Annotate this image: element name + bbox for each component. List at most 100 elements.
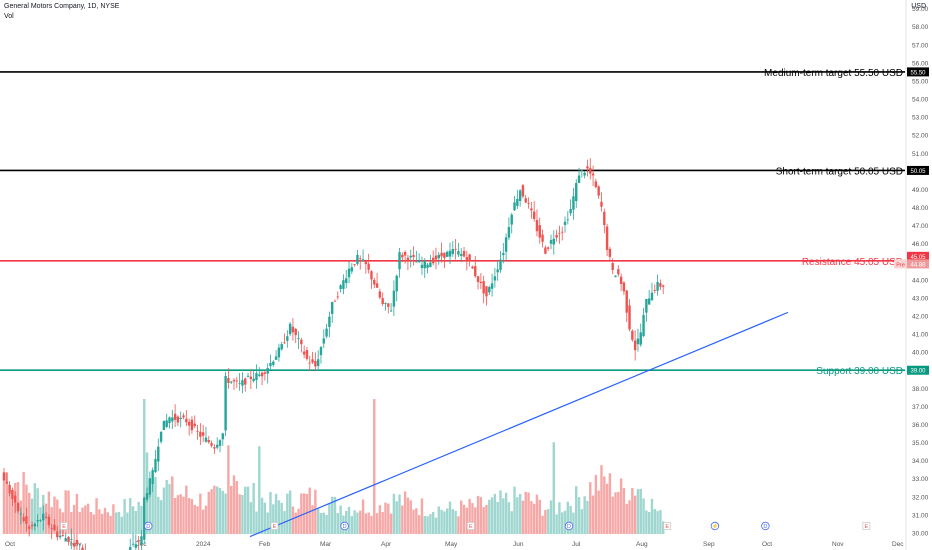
candle-body xyxy=(532,211,536,219)
volume-bar xyxy=(72,504,76,534)
volume-bar xyxy=(650,498,654,534)
volume-bar xyxy=(563,510,567,534)
volume-bar xyxy=(120,516,124,534)
candle-body xyxy=(392,290,396,307)
candle-body xyxy=(426,264,429,268)
volume-bar xyxy=(176,495,180,534)
candle-body xyxy=(614,275,617,278)
y-tick-label: 37.00 xyxy=(912,404,929,411)
candle-body xyxy=(330,302,334,314)
volume-bar xyxy=(95,498,98,534)
volume-bar xyxy=(381,512,384,534)
candle-body xyxy=(151,470,154,485)
volume-bar xyxy=(448,501,452,534)
volume-bar xyxy=(255,511,258,534)
volume-bar xyxy=(446,508,449,534)
candle-body xyxy=(255,373,258,381)
volume-bar xyxy=(36,488,39,534)
volume-bar xyxy=(168,483,171,534)
volume-bar xyxy=(566,501,570,534)
dividend-marker xyxy=(761,521,770,531)
volume-bar xyxy=(395,501,398,534)
y-tick-label: 43.00 xyxy=(912,295,929,302)
volume-bar xyxy=(213,485,216,534)
volume-bar xyxy=(524,491,527,534)
y-tick-label: 55.00 xyxy=(912,78,929,85)
candle-body xyxy=(81,547,84,550)
volume-bar xyxy=(580,509,584,534)
volume-bar xyxy=(294,512,297,534)
candle-body xyxy=(291,326,295,333)
volume-bar xyxy=(600,465,603,534)
volume-bar xyxy=(538,499,541,534)
volume-bar xyxy=(429,514,432,534)
candle-body xyxy=(589,168,592,174)
volume-bar xyxy=(549,500,553,534)
candle-body xyxy=(633,340,637,351)
candle-body xyxy=(454,249,457,250)
candle-body xyxy=(196,430,199,432)
volume-bar xyxy=(67,490,70,534)
target-label: Short-term target 50.05 USD xyxy=(776,166,903,177)
candle-body xyxy=(507,227,511,238)
x-tick-label: Aug xyxy=(636,541,648,548)
volume-bar xyxy=(100,513,104,534)
candle-body xyxy=(406,257,410,261)
volume-bar xyxy=(409,500,412,534)
volume-bar xyxy=(415,508,418,534)
currency-label: USD xyxy=(911,3,926,10)
volume-bar xyxy=(479,497,483,534)
candle-body xyxy=(513,202,516,211)
candle-body xyxy=(417,260,421,263)
volume-bar xyxy=(305,493,309,534)
x-tick-label: Dec xyxy=(892,541,904,548)
volume-bar xyxy=(266,512,269,534)
volume-bar xyxy=(656,511,659,534)
volume-bar xyxy=(488,499,491,534)
candle-body xyxy=(577,175,581,183)
candle-body xyxy=(546,247,550,249)
candle-body xyxy=(409,255,412,258)
candle-body xyxy=(274,356,278,360)
candle-body xyxy=(272,361,275,365)
volume-bar xyxy=(148,485,152,534)
volume-bar xyxy=(569,505,572,534)
volume-bar xyxy=(389,513,393,534)
target-price-tag xyxy=(907,67,929,77)
x-tick-label: 2024 xyxy=(196,541,211,548)
event-marker-label: E xyxy=(865,524,869,530)
candle-body xyxy=(656,282,659,291)
y-tick-label: 32.00 xyxy=(912,494,929,501)
candle-body xyxy=(187,421,191,426)
candle-body xyxy=(619,276,623,285)
candle-body xyxy=(131,543,135,545)
volume-bar xyxy=(454,510,457,534)
volume-bar xyxy=(521,500,525,534)
volume-bar xyxy=(502,498,505,534)
volume-bar xyxy=(471,503,474,534)
y-tick-label: 49.00 xyxy=(912,187,929,194)
volume-bar xyxy=(552,442,555,534)
volume-bar xyxy=(457,516,460,534)
candle-body xyxy=(190,419,194,431)
volume-bar xyxy=(291,506,295,534)
volume-bar xyxy=(617,491,620,534)
volume-bar xyxy=(583,496,586,534)
volume-bar xyxy=(297,508,300,534)
volume-bar xyxy=(451,509,455,534)
candle-body xyxy=(288,323,292,335)
volume-bar xyxy=(319,512,323,534)
candle-body xyxy=(496,269,499,273)
volume-bar xyxy=(47,491,51,534)
x-tick-label: Jul xyxy=(572,541,581,548)
volume-bar xyxy=(434,517,438,534)
y-tick-label: 59.00 xyxy=(912,6,929,13)
candle-body xyxy=(238,382,241,384)
volume-bar xyxy=(112,504,115,534)
volume-bar xyxy=(577,497,581,534)
candle-body xyxy=(286,336,289,341)
candle-body xyxy=(524,198,527,203)
volume-bar xyxy=(639,488,642,534)
volume-bar xyxy=(196,506,199,534)
